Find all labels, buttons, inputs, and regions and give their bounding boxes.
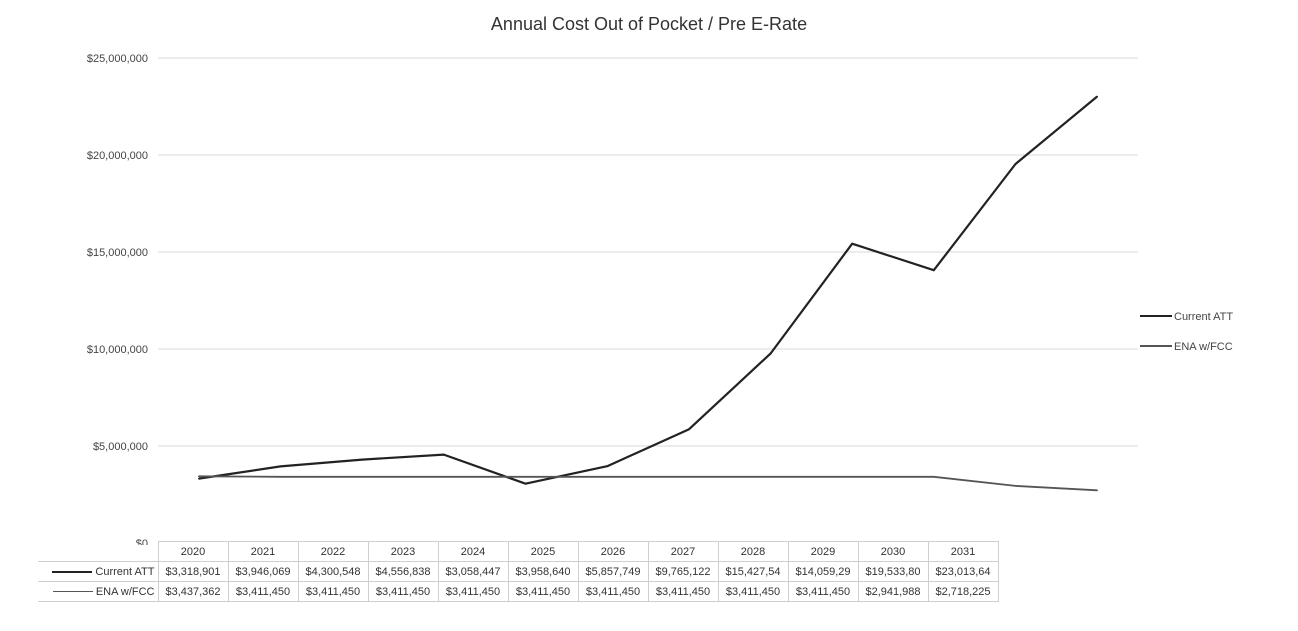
x-category-label: 2029 [787, 541, 859, 562]
data-point [279, 465, 282, 468]
legend-key-ena-wfcc [52, 590, 93, 593]
data-point [851, 476, 853, 478]
x-category-label: 2023 [367, 541, 439, 562]
data-point [524, 476, 527, 478]
table-row-ena-wfcc: ENA w/FCC $3,437,362 $3,411,450 $3,411,450… [38, 581, 999, 602]
x-category-label: 2027 [647, 541, 719, 562]
table-cell: $3,411,450 [577, 581, 649, 602]
table-cell: $3,411,450 [787, 581, 859, 602]
data-point [1014, 485, 1017, 487]
data-point [443, 476, 445, 478]
y-tick-label: $20,000,000 [87, 150, 148, 162]
y-tick-label: $15,000,000 [87, 247, 148, 259]
data-point [198, 475, 200, 478]
table-corner [38, 542, 158, 562]
data-point [933, 476, 935, 478]
table-cell: $14,059,29 [787, 561, 859, 582]
x-category-label: 2021 [227, 541, 299, 562]
data-point [606, 465, 608, 468]
data-point [688, 428, 690, 431]
data-point [198, 477, 200, 480]
data-point [524, 482, 527, 485]
table-cell: $3,437,362 [157, 581, 229, 602]
data-point [443, 453, 445, 456]
table-cell: $3,411,450 [717, 581, 789, 602]
table-cell: $3,946,069 [227, 561, 299, 582]
line-chart: $0 $5,000,000 $10,000,000 $15,000,000 $20,00… [87, 53, 1234, 545]
legend-label-0: Current ATT [1174, 311, 1233, 323]
x-category-label: 2025 [507, 541, 579, 562]
data-point [1096, 489, 1098, 492]
table-cell: $4,556,838 [367, 561, 439, 582]
data-point [361, 476, 363, 478]
row-header-current-att: Current ATT [38, 561, 159, 582]
series-line-ena-wfcc [198, 475, 1098, 492]
y-tick-label: $10,000,000 [87, 344, 148, 356]
data-point [769, 352, 772, 355]
table-cell: $4,300,548 [297, 561, 369, 582]
data-point [933, 269, 935, 272]
table-header-row: 2020 2021 2022 2023 2024 2025 2026 2027 2028 2029… [38, 541, 999, 562]
data-point [1014, 163, 1017, 165]
table-cell: $5,857,749 [577, 561, 649, 582]
data-point [688, 476, 690, 478]
table-cell: $3,411,450 [647, 581, 719, 602]
x-category-label: 2028 [717, 541, 789, 562]
y-tick-label: $25,000,000 [87, 53, 148, 65]
series-line-current-att [198, 95, 1098, 485]
data-point [1096, 95, 1098, 98]
y-tick-label: $0 [136, 538, 148, 545]
x-category-label: 2030 [857, 541, 929, 562]
row-header-ena-wfcc: ENA w/FCC [38, 581, 159, 602]
table-cell: $3,958,640 [507, 561, 579, 582]
legend-key-current-att [52, 570, 93, 573]
table-cell: $3,318,901 [157, 561, 229, 582]
x-category-label: 2031 [927, 541, 999, 562]
chart-title: Annual Cost Out of Pocket / Pre E-Rate [490, 14, 808, 34]
x-category-label: 2024 [437, 541, 509, 562]
data-point [361, 458, 363, 461]
x-category-label: 2022 [297, 541, 369, 562]
table-cell: $3,411,450 [437, 581, 509, 602]
y-tick-label: $5,000,000 [93, 441, 148, 453]
data-table: 2020 2021 2022 2023 2024 2025 2026 2027 2028 2029… [38, 541, 999, 602]
table-cell: $2,941,988 [857, 581, 929, 602]
table-cell: $3,411,450 [367, 581, 439, 602]
table-cell: $3,411,450 [507, 581, 579, 602]
table-cell: $9,765,122 [647, 561, 719, 582]
data-point [279, 476, 282, 478]
table-cell: $19,533,80 [857, 561, 929, 582]
row-label-current-att: Current ATT [95, 565, 155, 578]
data-point [606, 476, 608, 478]
table-cell: $3,058,447 [437, 561, 509, 582]
row-label-ena-wfcc: ENA w/FCC [95, 585, 155, 598]
table-cell: $3,411,450 [297, 581, 369, 602]
table-cell: $23,013,64 [927, 561, 999, 582]
table-row-current-att: Current ATT $3,318,901 $3,946,069 $4,300,5… [38, 561, 999, 582]
data-point [769, 476, 772, 478]
x-category-label: 2020 [157, 541, 229, 562]
data-point [851, 242, 853, 245]
table-cell: $3,411,450 [227, 581, 299, 602]
legend-label-1: ENA w/FCC [1174, 341, 1233, 353]
x-category-label: 2026 [577, 541, 649, 562]
table-cell: $2,718,225 [927, 581, 999, 602]
table-cell: $15,427,54 [717, 561, 789, 582]
